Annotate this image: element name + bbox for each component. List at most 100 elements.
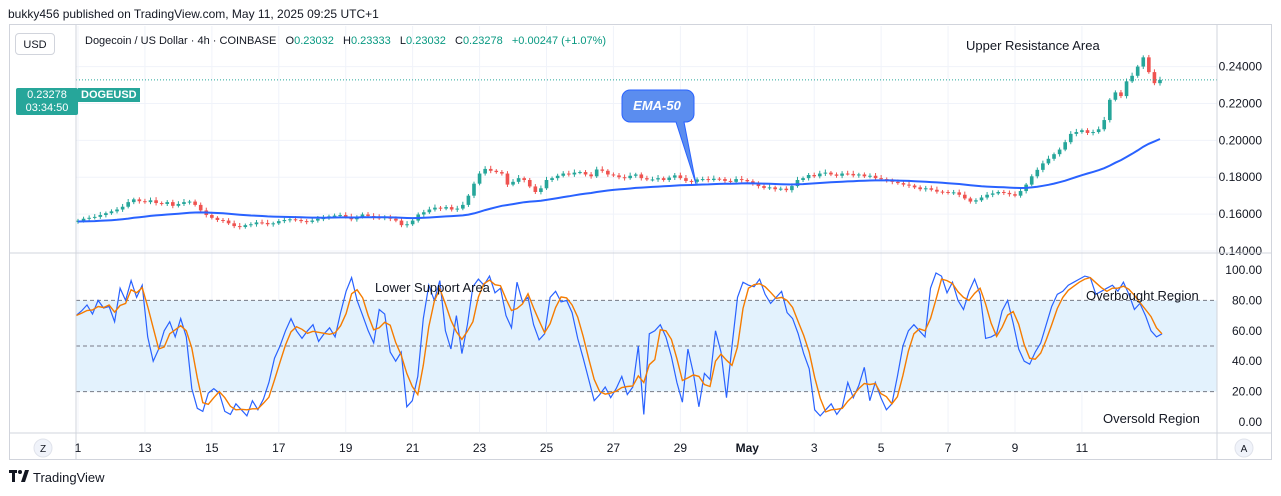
legend-symbol: Dogecoin / US Dollar · 4h · COINBASE	[85, 35, 277, 47]
time-tick-label: 29	[674, 441, 688, 455]
legend-high-label: H	[343, 35, 351, 47]
candle-body	[561, 173, 566, 176]
chart-legend: Dogecoin / US Dollar · 4h · COINBASE O0.…	[85, 35, 606, 47]
candle-body	[901, 183, 906, 185]
candle-body	[566, 173, 571, 175]
candle-body	[338, 215, 342, 217]
candle-body	[957, 192, 962, 195]
candle-body	[1147, 57, 1151, 73]
candle-body	[756, 183, 761, 187]
candle-body	[778, 188, 783, 190]
legend-open-label: O	[285, 35, 295, 47]
time-tick-label: 7	[945, 441, 952, 455]
candle-body	[1074, 132, 1079, 134]
candle-body	[589, 174, 593, 177]
candle-body	[461, 204, 465, 209]
candle-body	[137, 199, 142, 202]
candle-body	[176, 203, 181, 206]
candle-body	[171, 202, 175, 206]
candle-body	[555, 175, 560, 179]
candle-body	[745, 179, 750, 182]
candle-body	[1135, 66, 1140, 76]
price-tick-label: 0.14000	[1219, 244, 1263, 258]
time-tick-label: 21	[406, 441, 420, 455]
candle-body	[310, 220, 315, 222]
stoch-tick-label: 80.00	[1232, 293, 1262, 307]
candle-body	[92, 216, 97, 218]
candle-body	[444, 207, 448, 209]
candle-body	[126, 202, 131, 207]
lower-support-label: Lower Support Area	[375, 280, 491, 295]
candle-body	[767, 187, 772, 189]
candle-body	[617, 175, 621, 178]
candle-body	[500, 172, 504, 174]
candle-body	[695, 179, 699, 182]
candle-body	[550, 178, 554, 180]
candle-body	[728, 180, 733, 182]
candle-body	[923, 188, 928, 190]
time-tick-label: 11	[1076, 441, 1089, 455]
candle-body	[795, 179, 800, 187]
candle-body	[198, 204, 203, 211]
candle-body	[1124, 81, 1129, 97]
candle-body	[712, 178, 716, 180]
candle-body	[343, 215, 348, 217]
candle-body	[845, 173, 850, 175]
candle-body	[182, 202, 186, 204]
candle-body	[516, 178, 521, 182]
candle-body	[511, 181, 515, 185]
candle-body	[1068, 133, 1073, 143]
oversold-label: Oversold Region	[1103, 411, 1200, 426]
candle-body	[243, 225, 248, 228]
candle-body	[918, 187, 922, 190]
candle-body	[734, 179, 738, 182]
candle-body	[1029, 176, 1034, 185]
price-candles	[76, 54, 1162, 230]
time-tick-label: May	[736, 441, 760, 455]
stochastic-axis: 100.00 80.00 60.00 40.00 20.00 0.00	[1225, 263, 1262, 429]
candle-body	[1013, 194, 1017, 196]
candle-body	[1057, 149, 1062, 155]
candle-body	[862, 174, 867, 177]
legend-low-label: L	[399, 35, 407, 47]
time-tick-label: 13	[138, 441, 152, 455]
candle-body	[912, 185, 917, 188]
tradingview-logo[interactable]: TradingView	[9, 470, 105, 485]
candle-body	[1046, 158, 1051, 164]
candle-body	[689, 180, 694, 182]
candle-body	[684, 178, 688, 181]
legend-close-label: C	[454, 35, 463, 47]
overbought-label: Overbought Region	[1086, 288, 1199, 303]
candle-body	[115, 209, 119, 212]
chart-frame	[9, 24, 1272, 460]
zoom-left-button	[33, 438, 53, 458]
symbol-tag: DOGEUSD	[78, 88, 140, 102]
candle-body	[533, 186, 538, 192]
price-tick-label: 0.16000	[1219, 207, 1263, 221]
candle-body	[522, 178, 526, 180]
candle-body	[661, 178, 666, 180]
candle-body	[232, 223, 236, 227]
candle-body	[226, 220, 231, 224]
candle-body	[265, 222, 270, 225]
candle-body	[1107, 99, 1112, 121]
candle-body	[316, 218, 320, 221]
candle-body	[962, 194, 967, 199]
candle-body	[237, 226, 242, 228]
candle-body	[700, 179, 705, 181]
candle-body	[650, 179, 655, 181]
candle-body	[421, 212, 426, 215]
candle-body	[806, 175, 811, 179]
candle-body	[1130, 75, 1134, 82]
candle-body	[723, 179, 727, 181]
candle-body	[249, 224, 253, 226]
candle-body	[667, 177, 672, 180]
candle-body	[1102, 120, 1107, 130]
candle-body	[1158, 79, 1162, 84]
candle-body	[996, 191, 1001, 194]
candle-body	[1119, 92, 1123, 97]
candle-body	[1152, 72, 1157, 84]
stochastic-lines	[75, 272, 1163, 418]
currency-button[interactable]: USD	[15, 33, 55, 55]
